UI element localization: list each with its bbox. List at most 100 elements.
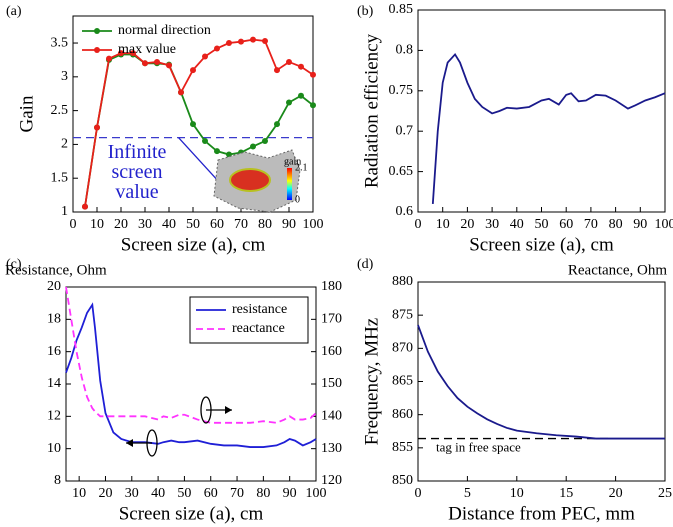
point xyxy=(118,50,124,57)
series-line xyxy=(65,286,317,424)
point xyxy=(142,60,148,67)
y-tick-label: 8 xyxy=(54,473,61,488)
x-axis-label: Screen size (a), cm xyxy=(121,234,266,255)
colorbar-tick-label: 2.1 xyxy=(295,162,308,173)
x-axis-label: Distance from PEC, mm xyxy=(448,503,635,524)
x-tick-label: 70 xyxy=(230,486,244,501)
y-tick-label: 2.5 xyxy=(51,103,69,118)
y-tick-label: 3.5 xyxy=(51,35,69,50)
panel-label: (a) xyxy=(6,4,22,19)
y-tick-label: 14 xyxy=(47,376,61,391)
series-line xyxy=(65,302,317,448)
x-tick-label: 50 xyxy=(186,217,200,232)
inset: gain 0 2.1 xyxy=(213,149,308,213)
y-tick-label: 0.85 xyxy=(389,2,414,17)
y-tick-label: 0.7 xyxy=(396,123,414,138)
y-tick-label: 2 xyxy=(61,137,68,152)
y2-tick-label: 120 xyxy=(321,473,342,488)
y-tick-label: 1 xyxy=(61,204,68,219)
y-tick-label: 10 xyxy=(47,441,61,456)
x-tick-label: 0 xyxy=(415,217,422,232)
y-tick-label: 0.75 xyxy=(389,83,414,98)
reference-label: tag in free space xyxy=(436,440,521,455)
x-tick-label: 0 xyxy=(415,486,422,501)
x-tick-label: 10 xyxy=(90,217,104,232)
colorbar-title: gain xyxy=(284,156,301,167)
x-tick-label: 10 xyxy=(436,217,450,232)
x-tick-label: 100 xyxy=(303,217,324,232)
x-tick-label: 30 xyxy=(125,486,139,501)
y-axis-label: Gain xyxy=(16,95,37,132)
point xyxy=(154,58,160,65)
x-tick-label: 70 xyxy=(234,217,248,232)
legend-box xyxy=(189,296,309,344)
point xyxy=(190,67,196,74)
point xyxy=(166,62,172,69)
x-tick-label: 20 xyxy=(98,486,112,501)
y-tick-label: 20 xyxy=(47,279,61,294)
arrow-head xyxy=(126,439,133,447)
point xyxy=(82,203,88,210)
legend-marker xyxy=(94,47,100,53)
point xyxy=(262,138,268,145)
y-tick-label: 870 xyxy=(392,341,413,356)
x-tick-label: 60 xyxy=(210,217,224,232)
colorbar-tick-label: 0 xyxy=(295,194,300,205)
series-line xyxy=(417,324,665,440)
point xyxy=(238,38,244,45)
y-tick-label: 3 xyxy=(61,69,68,84)
x-tick-label: 20 xyxy=(460,217,474,232)
x-tick-label: 60 xyxy=(559,217,573,232)
x-tick-label: 100 xyxy=(655,217,673,232)
y-tick-label: 860 xyxy=(392,407,413,422)
x-axis-label: Screen size (a), cm xyxy=(119,503,264,524)
x-tick-label: 90 xyxy=(282,217,296,232)
y-tick-label: 880 xyxy=(392,274,413,289)
y2-axis-label: Reactance, Ohm xyxy=(568,262,667,278)
x-tick-label: 100 xyxy=(306,486,327,501)
point xyxy=(298,92,304,99)
point xyxy=(130,50,136,57)
x-axis-label: Screen size (a), cm xyxy=(469,234,614,255)
x-tick-label: 20 xyxy=(114,217,128,232)
y2-tick-label: 150 xyxy=(321,376,342,391)
legend-label: reactance xyxy=(232,321,285,336)
y2-tick-label: 140 xyxy=(321,409,342,424)
point xyxy=(286,99,292,106)
colorbar xyxy=(287,168,292,200)
point xyxy=(190,121,196,128)
annotation: Infinite xyxy=(108,141,167,163)
y2-tick-label: 160 xyxy=(321,344,342,359)
x-tick-label: 50 xyxy=(177,486,191,501)
y-tick-label: 18 xyxy=(47,312,61,327)
y-tick-label: 850 xyxy=(392,473,413,488)
x-tick-label: 25 xyxy=(658,486,672,501)
point xyxy=(298,63,304,70)
point xyxy=(250,143,256,150)
point xyxy=(202,138,208,145)
x-tick-label: 80 xyxy=(256,486,270,501)
x-tick-label: 10 xyxy=(510,486,524,501)
y-tick-label: 855 xyxy=(392,440,413,455)
point xyxy=(274,67,280,74)
y-tick-label: 875 xyxy=(392,307,413,322)
x-tick-label: 80 xyxy=(258,217,272,232)
y-tick-label: 16 xyxy=(47,344,61,359)
point xyxy=(262,38,268,45)
point xyxy=(274,121,280,128)
x-tick-label: 40 xyxy=(510,217,524,232)
y-tick-label: 12 xyxy=(47,409,61,424)
point xyxy=(94,124,100,131)
y2-tick-label: 170 xyxy=(321,312,342,327)
point xyxy=(310,102,316,109)
x-tick-label: 20 xyxy=(609,486,623,501)
point xyxy=(214,45,220,52)
point xyxy=(178,89,184,96)
point xyxy=(106,55,112,62)
legend-label: max value xyxy=(118,42,176,57)
x-tick-label: 60 xyxy=(204,486,218,501)
y-tick-label: 0.8 xyxy=(396,43,414,58)
series-line xyxy=(431,52,666,204)
annotation-pointer xyxy=(178,137,218,181)
